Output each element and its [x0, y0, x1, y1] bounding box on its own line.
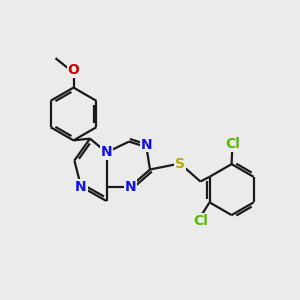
Text: N: N	[101, 146, 112, 159]
Text: S: S	[175, 157, 185, 170]
Text: N: N	[125, 180, 136, 194]
Text: O: O	[68, 63, 80, 77]
Text: N: N	[141, 138, 152, 152]
Text: O: O	[68, 63, 80, 77]
Text: Cl: Cl	[225, 137, 240, 151]
Text: N: N	[75, 180, 87, 194]
Text: Cl: Cl	[193, 214, 208, 228]
